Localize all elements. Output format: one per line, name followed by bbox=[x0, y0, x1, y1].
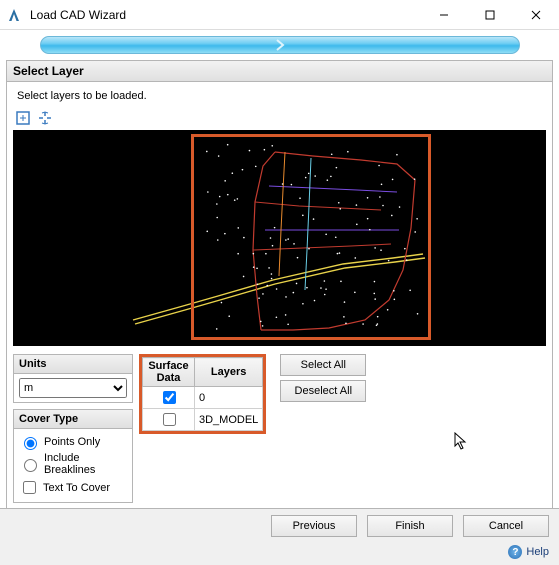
layer-table: Surface Data Layers 03D_MODEL bbox=[139, 354, 266, 434]
chevron-right-icon bbox=[275, 38, 287, 55]
cover-option-label: Points Only bbox=[44, 436, 100, 448]
app-icon bbox=[0, 8, 28, 22]
instruction-text: Select layers to be loaded. bbox=[13, 86, 546, 110]
deselect-all-button[interactable]: Deselect All bbox=[280, 380, 366, 402]
section-title: Select Layer bbox=[7, 61, 552, 82]
zoom-extents-icon[interactable] bbox=[15, 110, 31, 126]
cover-option-label: Text To Cover bbox=[43, 482, 110, 494]
maximize-button[interactable] bbox=[467, 0, 513, 30]
cover-option-2[interactable]: Text To Cover bbox=[19, 477, 127, 498]
layer-name: 0 bbox=[195, 387, 263, 409]
layer-checkbox-1[interactable] bbox=[163, 413, 176, 426]
previous-button[interactable]: Previous bbox=[271, 515, 357, 537]
units-label: Units bbox=[14, 355, 132, 374]
help-link[interactable]: Help bbox=[526, 546, 549, 558]
zoom-window-icon[interactable] bbox=[37, 110, 53, 126]
layer-name: 3D_MODEL bbox=[195, 409, 263, 431]
select-layer-group: Select Layer Select layers to be loaded. bbox=[6, 60, 553, 512]
cover-type-panel: Cover Type Points Only Include Breaklines… bbox=[13, 409, 133, 503]
cover-type-label: Cover Type bbox=[14, 410, 132, 429]
cover-radio-0[interactable] bbox=[24, 437, 37, 450]
cover-radio-1[interactable] bbox=[24, 459, 37, 472]
window-title: Load CAD Wizard bbox=[28, 8, 421, 22]
cad-preview[interactable] bbox=[13, 130, 546, 346]
table-row: 0 bbox=[143, 387, 263, 409]
select-all-button[interactable]: Select All bbox=[280, 354, 366, 376]
cover-option-1[interactable]: Include Breaklines bbox=[19, 451, 127, 477]
preview-highlight-box bbox=[191, 134, 431, 340]
cover-option-0[interactable]: Points Only bbox=[19, 433, 127, 451]
units-panel: Units mftmm bbox=[13, 354, 133, 403]
layer-checkbox-0[interactable] bbox=[163, 391, 176, 404]
layers-header: Layers bbox=[195, 358, 263, 387]
cover-check-2[interactable] bbox=[23, 481, 36, 494]
cancel-button[interactable]: Cancel bbox=[463, 515, 549, 537]
cover-option-label: Include Breaklines bbox=[44, 452, 127, 476]
titlebar: Load CAD Wizard bbox=[0, 0, 559, 30]
close-button[interactable] bbox=[513, 0, 559, 30]
surface-data-header: Surface Data bbox=[143, 358, 195, 387]
footer: Previous Finish Cancel ? Help bbox=[0, 508, 559, 565]
finish-button[interactable]: Finish bbox=[367, 515, 453, 537]
units-select[interactable]: mftmm bbox=[19, 378, 127, 398]
wizard-progress-bar bbox=[40, 36, 520, 54]
help-icon[interactable]: ? bbox=[508, 545, 522, 559]
minimize-button[interactable] bbox=[421, 0, 467, 30]
wizard-progress bbox=[6, 30, 553, 58]
table-row: 3D_MODEL bbox=[143, 409, 263, 431]
